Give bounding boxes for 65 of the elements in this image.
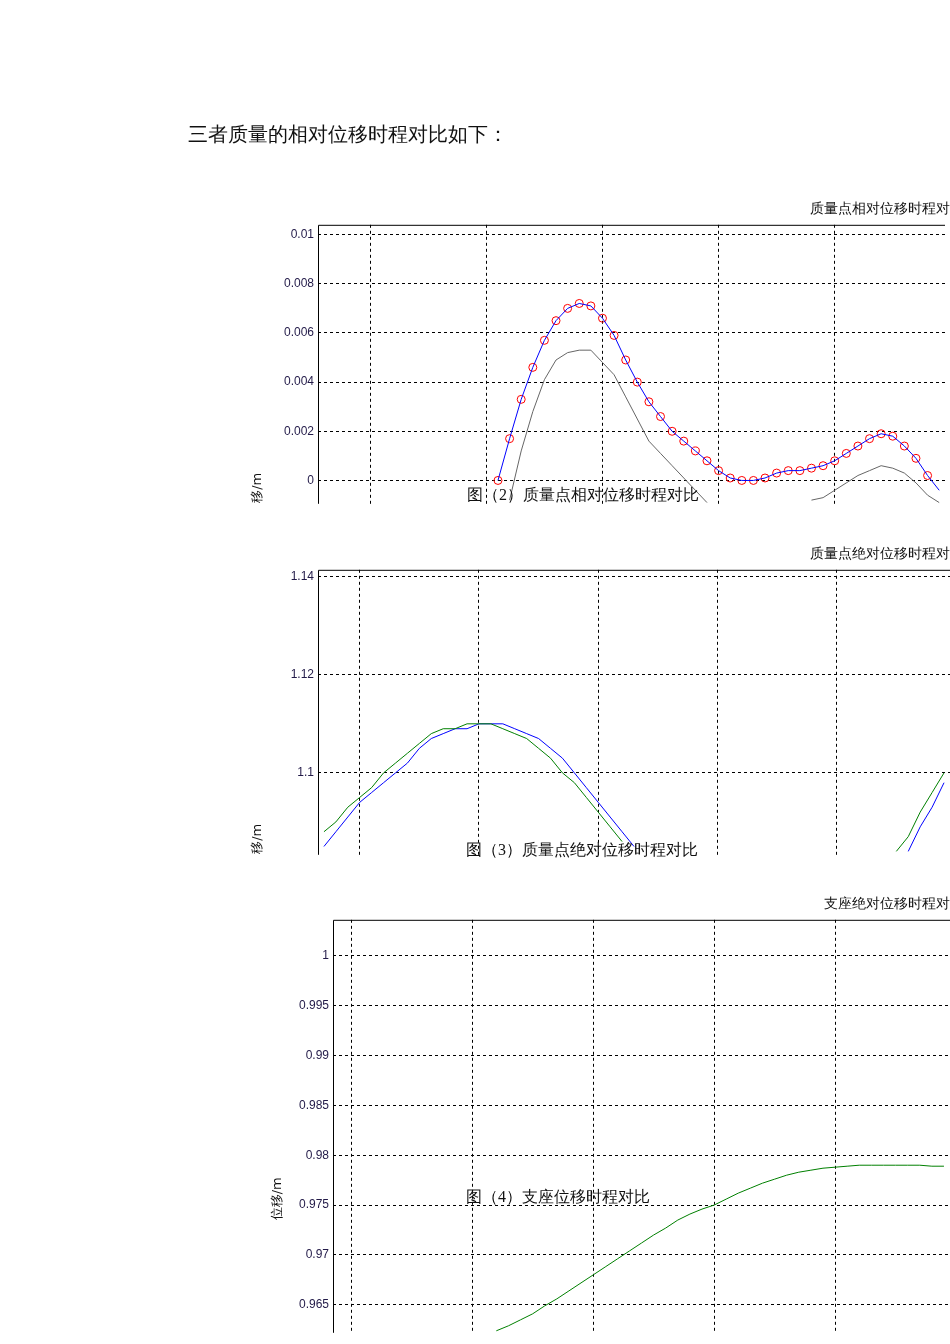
point — [516, 394, 526, 404]
y-tick-label: 1.14 — [290, 568, 315, 583]
point — [586, 301, 596, 311]
annotation: 图（2）质量点相对位移时程对比 — [467, 485, 699, 505]
point — [656, 412, 666, 422]
point — [493, 475, 503, 485]
point — [609, 330, 619, 340]
y-tick-label: 0.99 — [305, 1047, 330, 1062]
y-tick-label: 0.004 — [283, 374, 315, 389]
y-tick-label: 0.97 — [305, 1247, 330, 1262]
y-axis-title: 位移/m — [269, 1177, 285, 1221]
point — [772, 468, 782, 478]
y-tick-label: 1 — [322, 948, 330, 963]
y-axis-title: 移/m — [249, 472, 265, 503]
y-tick-label: 0.008 — [283, 276, 315, 291]
point — [899, 441, 909, 451]
point — [830, 456, 840, 466]
point — [528, 362, 538, 372]
y-tick-label: 1.12 — [290, 667, 315, 682]
point — [783, 466, 793, 476]
point — [505, 434, 515, 444]
point — [539, 335, 549, 345]
point — [632, 377, 642, 387]
annotation: 图（3）质量点绝对位移时程对比 — [466, 840, 698, 860]
y-tick-label: 0.995 — [298, 997, 330, 1012]
point — [667, 426, 677, 436]
y-tick-label: 0.01 — [290, 226, 315, 241]
point — [737, 475, 747, 485]
y-tick-label: 0 — [307, 472, 315, 487]
point — [911, 453, 921, 463]
point — [853, 441, 863, 451]
chart-title: 质量点绝对位移时程对 — [810, 545, 950, 562]
point — [621, 355, 631, 365]
y-tick-label: 0.002 — [283, 423, 315, 438]
chart-title: 支座绝对位移时程对 — [824, 895, 950, 912]
y-tick-label: 0.965 — [298, 1297, 330, 1312]
point — [841, 448, 851, 458]
point — [679, 436, 689, 446]
point — [876, 429, 886, 439]
y-tick-label: 0.985 — [298, 1097, 330, 1112]
point — [748, 475, 758, 485]
point — [714, 466, 724, 476]
point — [806, 463, 816, 473]
point — [760, 473, 770, 483]
point — [563, 303, 573, 313]
point — [690, 446, 700, 456]
y-tick-label: 0.006 — [283, 325, 315, 340]
point — [923, 471, 933, 481]
point — [702, 456, 712, 466]
y-tick-label: 1.1 — [297, 765, 315, 780]
y-tick-label: 0.98 — [305, 1147, 330, 1162]
point — [574, 298, 584, 308]
annotation: 图（4）支座位移时程对比 — [466, 1187, 650, 1207]
y-axis-title: 移/m — [249, 823, 265, 854]
y-tick-label: 0.975 — [298, 1197, 330, 1212]
point — [597, 313, 607, 323]
point — [725, 473, 735, 483]
point — [795, 466, 805, 476]
point — [888, 431, 898, 441]
point — [865, 434, 875, 444]
point — [551, 316, 561, 326]
point — [644, 397, 654, 407]
chart-title: 质量点相对位移时程对 — [810, 200, 950, 217]
point — [818, 461, 828, 471]
text: 三者质量的相对位移时程对比如下： — [188, 122, 508, 147]
